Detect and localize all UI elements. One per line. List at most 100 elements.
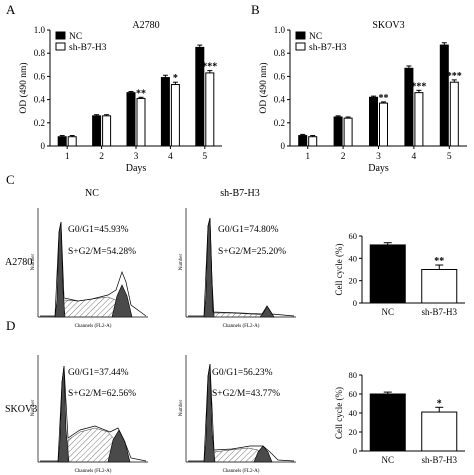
y-tick-label: 20 bbox=[349, 427, 358, 437]
y-tick-label: 60 bbox=[349, 389, 358, 399]
g1-peak bbox=[57, 365, 70, 463]
bar-nc bbox=[92, 115, 102, 147]
y-tick-label: 60 bbox=[349, 231, 358, 241]
x-tick-label: 5 bbox=[202, 152, 207, 162]
chart-a2780-proliferation: A2780 0 0.2 0.4 0.6 0.8 1.0 OD (490 nm) 1 2 3 ** 4 * 5… bbox=[18, 20, 222, 174]
y-tick-label: 0 bbox=[41, 141, 46, 151]
g2-peak bbox=[111, 284, 133, 318]
bar-sh-b7-h3 bbox=[67, 136, 77, 147]
y-tick-label: 0 bbox=[353, 298, 357, 308]
bar-sh-b7-h3 bbox=[170, 84, 180, 147]
y-tick-label: 80 bbox=[349, 370, 358, 380]
bar-sh-b7-h3 bbox=[343, 117, 353, 147]
significance-marker: * bbox=[437, 398, 442, 409]
flow-histogram-a2780-sh: G0/G1=74.80% S+G2/M=25.20% Channels (FL2… bbox=[179, 208, 296, 329]
bar-sh-b7-h3 bbox=[308, 136, 318, 147]
y-tick-label: 20 bbox=[349, 276, 358, 286]
bar-nc bbox=[369, 244, 406, 304]
x-tick-label: 4 bbox=[168, 152, 173, 162]
panel-label-c: C bbox=[6, 172, 15, 187]
flow-column-sh: sh-B7-H3 bbox=[220, 188, 259, 199]
x-tick-label: NC bbox=[381, 307, 394, 317]
y-tick-label: 0.8 bbox=[34, 48, 46, 58]
bar-nc bbox=[160, 77, 170, 147]
legend-swatch-nc bbox=[295, 31, 306, 40]
flow-histogram-skov3-sh: G0/G1=56.23% S+G2/M=43.77% Channels (FL2… bbox=[179, 355, 296, 474]
legend-swatch-sh-b7-h3 bbox=[55, 42, 66, 51]
y-tick-label: 0.4 bbox=[274, 95, 286, 105]
x-axis-label: Channels (FL2-A) bbox=[75, 469, 112, 474]
x-tick-label: 3 bbox=[376, 152, 381, 162]
g2-peak bbox=[259, 305, 275, 318]
histogram-outline bbox=[188, 217, 295, 317]
flow-sg2m-text: S+G2/M=62.56% bbox=[68, 389, 136, 399]
legend-label: sh-B7-H3 bbox=[69, 43, 107, 53]
x-axis-label: Channels (FL2-A) bbox=[75, 324, 112, 329]
g2-peak bbox=[253, 445, 273, 463]
row-label-skov3: SKOV3 bbox=[5, 404, 37, 415]
x-tick-label: NC bbox=[381, 455, 394, 465]
flow-histogram-a2780-nc: G0/G1=45.93% S+G2/M=54.28% Channels (FL2… bbox=[31, 208, 148, 329]
chart-title: A2780 bbox=[132, 20, 159, 31]
histogram-outline bbox=[188, 363, 295, 462]
g1-peak bbox=[203, 363, 216, 463]
legend-label: sh-B7-H3 bbox=[309, 43, 347, 53]
legend-label: NC bbox=[309, 32, 322, 42]
y-tick-label: 0.8 bbox=[274, 48, 286, 58]
x-axis-label: Days bbox=[368, 163, 389, 174]
y-axis-label: OD (490 nm) bbox=[18, 62, 29, 113]
flow-sg2m-text: S+G2/M=54.28% bbox=[68, 247, 136, 257]
s-phase-region bbox=[213, 447, 261, 463]
bar-nc bbox=[126, 92, 136, 147]
panel-label-d: D bbox=[6, 318, 15, 333]
y-tick-label: 0.4 bbox=[34, 95, 46, 105]
chart-skov3-proliferation: SKOV3 0 0.2 0.4 0.6 0.8 1.0 OD (490 nm) 1 2 3 ** 4 **… bbox=[258, 20, 467, 174]
significance-marker: *** bbox=[411, 81, 426, 92]
flow-sg2m-text: S+G2/M=43.77% bbox=[212, 389, 280, 399]
flow-g0g1-text: G0/G1=37.44% bbox=[68, 368, 129, 378]
y-axis-label: Number bbox=[179, 399, 184, 416]
bar-sh-b7-h3 bbox=[421, 411, 458, 452]
y-tick-label: 0.6 bbox=[34, 71, 46, 81]
x-tick-label: 3 bbox=[134, 152, 139, 162]
flow-g0g1-text: G0/G1=45.93% bbox=[68, 225, 129, 235]
x-tick-label: 4 bbox=[412, 152, 417, 162]
bar-nc bbox=[404, 67, 414, 147]
panel-label-b: B bbox=[251, 2, 260, 17]
y-axis-label: Cell cycle (%) bbox=[334, 387, 344, 439]
legend-swatch-nc bbox=[55, 31, 66, 40]
y-tick-label: 1.0 bbox=[34, 25, 46, 35]
g1-peak bbox=[54, 221, 66, 318]
significance-marker: *** bbox=[447, 71, 462, 82]
chart-a2780-cell-cycle: 0 20 40 60 Cell cycle (%) NC ** sh-B7-H3 bbox=[334, 231, 465, 317]
bar-nc bbox=[369, 393, 406, 452]
x-tick-label: 5 bbox=[447, 152, 452, 162]
bar-sh-b7-h3 bbox=[379, 102, 388, 147]
y-axis-label: Cell cycle (%) bbox=[334, 244, 344, 296]
y-tick-label: 0 bbox=[281, 141, 286, 151]
x-axis-label: Channels (FL2-A) bbox=[223, 469, 260, 474]
histogram-outline bbox=[40, 365, 147, 462]
bar-nc bbox=[369, 96, 378, 147]
significance-marker: * bbox=[173, 73, 178, 84]
legend-label: NC bbox=[69, 32, 82, 42]
row-label-a2780: A2780 bbox=[5, 257, 32, 268]
y-tick-label: 1.0 bbox=[274, 25, 286, 35]
bar-nc bbox=[439, 44, 449, 147]
y-axis-label: Number bbox=[179, 253, 184, 270]
y-axis-label: OD (490 nm) bbox=[258, 62, 269, 113]
significance-marker: ** bbox=[379, 93, 389, 104]
bar-nc bbox=[298, 135, 308, 147]
x-tick-label: sh-B7-H3 bbox=[422, 307, 458, 317]
x-tick-label: 1 bbox=[305, 152, 310, 162]
y-tick-label: 0 bbox=[353, 446, 357, 456]
flow-g0g1-text: G0/G1=56.23% bbox=[212, 368, 273, 378]
bar-nc bbox=[57, 136, 67, 147]
significance-marker: ** bbox=[136, 88, 146, 99]
flow-sg2m-text: S+G2/M=25.20% bbox=[218, 247, 286, 257]
x-tick-label: sh-B7-H3 bbox=[422, 455, 458, 465]
x-axis-label: Days bbox=[126, 163, 147, 174]
panel-label-a: A bbox=[6, 2, 16, 17]
bar-sh-b7-h3 bbox=[414, 92, 424, 147]
